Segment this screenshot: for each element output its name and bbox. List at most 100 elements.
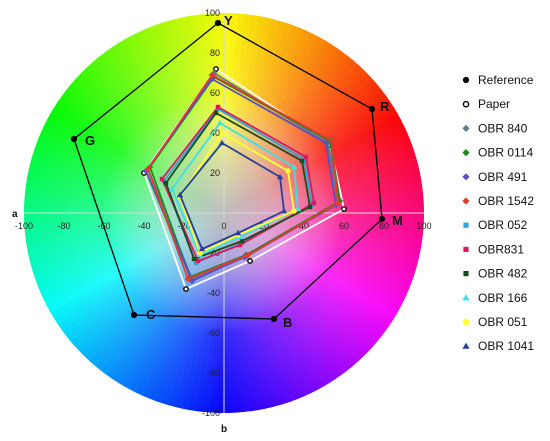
legend-label: OBR 491	[478, 170, 528, 184]
legend-label: Reference	[478, 73, 534, 87]
vertex-label-c: C	[146, 307, 156, 322]
legend-item: OBR 051	[462, 315, 528, 329]
data-point	[276, 173, 284, 180]
data-point	[463, 222, 469, 228]
x-tick-label: 80	[379, 221, 389, 231]
x-tick-label: 0	[221, 221, 226, 231]
data-point	[462, 100, 470, 108]
y-tick-label: -100	[202, 408, 220, 418]
data-point	[210, 69, 218, 77]
legend-label: OBR 1041	[478, 339, 534, 353]
data-point	[130, 311, 138, 319]
legend-label: Paper	[478, 97, 510, 111]
data-point	[322, 139, 330, 147]
data-point	[176, 191, 184, 198]
legend-label: OBR 1542	[478, 194, 534, 208]
legend-item: OBR 840	[462, 121, 528, 135]
data-point	[462, 76, 470, 84]
data-point	[188, 277, 196, 285]
vertex-label-g: G	[85, 133, 95, 148]
data-point	[234, 229, 242, 236]
data-point	[163, 180, 169, 186]
data-point	[144, 165, 152, 173]
data-point	[159, 176, 165, 182]
y-tick-label: 20	[210, 168, 220, 178]
x-axis-label: a	[12, 209, 18, 220]
y-tick-label: -20	[207, 248, 220, 258]
data-point	[462, 173, 470, 181]
series-obr-482	[163, 110, 313, 262]
data-point	[213, 66, 219, 72]
series-obr-1041	[176, 139, 288, 252]
legend-item: OBR 052	[463, 218, 528, 232]
data-point	[378, 215, 386, 223]
data-point	[270, 315, 278, 323]
data-point	[280, 207, 288, 214]
y-tick-label: 100	[205, 8, 220, 18]
legend-label: OBR 051	[478, 315, 528, 329]
data-point	[183, 286, 189, 292]
data-point	[303, 154, 309, 160]
data-point	[197, 250, 203, 256]
data-point	[463, 271, 469, 277]
y-tick-label: -60	[207, 328, 220, 338]
data-point	[237, 242, 243, 248]
legend-label: OBR 052	[478, 218, 528, 232]
x-tick-label: 40	[299, 221, 309, 231]
data-point	[218, 139, 226, 146]
data-point	[290, 163, 298, 170]
vertex-labels: Y R M B C G	[85, 13, 403, 330]
data-point	[142, 167, 150, 175]
data-point	[462, 149, 470, 157]
x-tick-label: -20	[177, 221, 190, 231]
data-point	[198, 245, 206, 252]
legend-item: Reference	[462, 73, 534, 87]
vertex-label-b: B	[283, 315, 292, 330]
data-point	[208, 71, 216, 79]
x-tick-label: 60	[339, 221, 349, 231]
vertex-label-y: Y	[224, 13, 233, 28]
data-point	[462, 197, 470, 205]
legend-item: OBR 0114	[462, 146, 533, 160]
data-point	[208, 75, 216, 83]
data-point	[244, 251, 252, 259]
data-point	[334, 199, 342, 207]
data-point	[195, 258, 201, 264]
vertex-label-r: R	[380, 99, 390, 114]
data-point	[184, 275, 192, 283]
legend-label: OBR 0114	[478, 146, 533, 160]
legend-label: OBR 840	[478, 121, 528, 135]
data-point	[285, 168, 291, 174]
x-tick-label: -100	[15, 221, 33, 231]
legend: Reference Paper OBR 840 OBR 0114 OBR 491 OBR …	[462, 73, 534, 353]
x-tick-label: -40	[137, 221, 150, 231]
data-point	[191, 256, 197, 262]
y-tick-label: 80	[210, 48, 220, 58]
data-point	[368, 105, 376, 113]
series-layer	[70, 19, 386, 323]
y-tick-label: -80	[207, 368, 220, 378]
y-tick-label: 40	[210, 128, 220, 138]
legend-label: OBR831	[478, 242, 524, 256]
data-point	[213, 110, 219, 116]
data-point	[462, 342, 470, 349]
y-tick-label: -40	[207, 288, 220, 298]
legend-item: OBR 166	[462, 291, 528, 305]
data-point	[462, 294, 470, 301]
data-point	[307, 204, 313, 210]
data-point	[168, 185, 176, 192]
data-point	[462, 124, 470, 132]
data-point	[341, 206, 347, 212]
series-obr-1542	[144, 71, 342, 283]
data-point	[219, 130, 225, 136]
legend-item: Paper	[462, 97, 510, 111]
data-point	[214, 19, 222, 27]
legend-label: OBR 166	[478, 291, 528, 305]
data-point	[311, 200, 317, 206]
data-point	[336, 197, 344, 205]
data-point	[328, 137, 336, 145]
data-point	[463, 246, 469, 252]
series-reference	[70, 19, 386, 323]
